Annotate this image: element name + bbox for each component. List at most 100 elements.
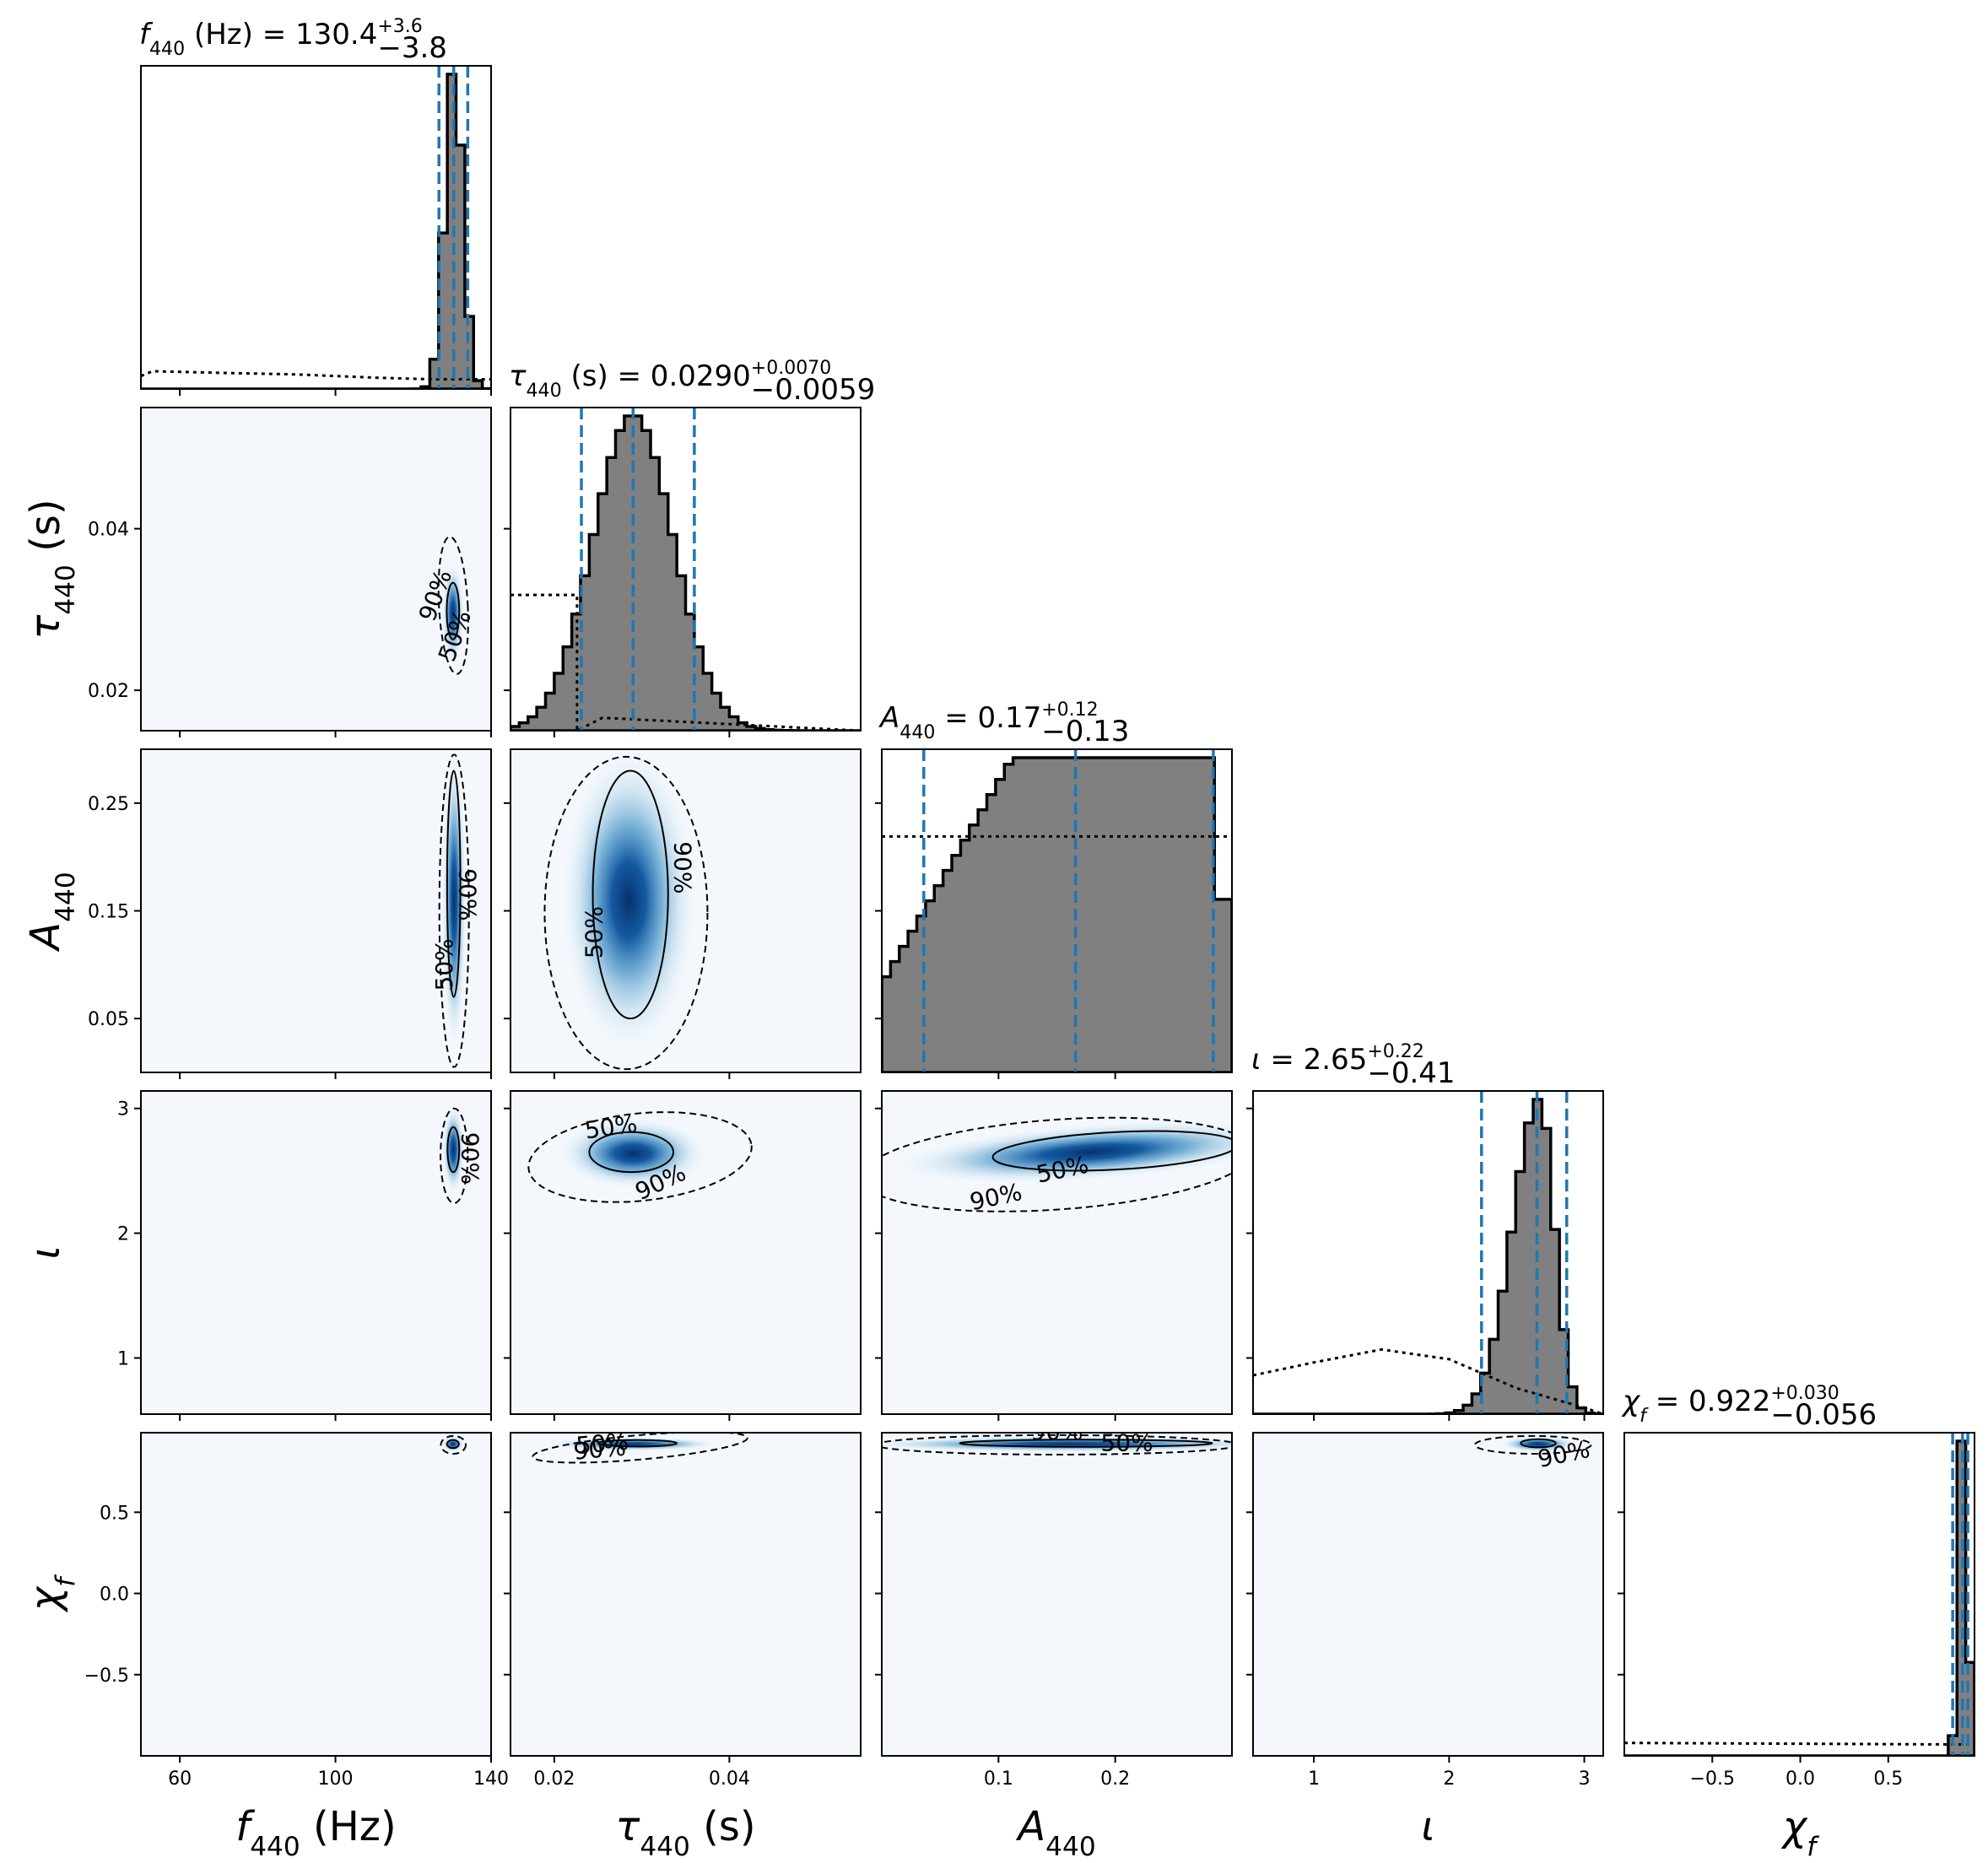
contour-label: 90% [668,841,696,894]
contour-label: 90% [572,1434,627,1466]
density-background [511,1433,861,1756]
x-tick-label: 140 [473,1768,509,1790]
y-tick-label: −0.5 [84,1666,129,1687]
contour-label: 50% [430,938,458,991]
panel-frame [510,1090,862,1415]
prior-histogram [1624,1742,1974,1747]
y-tick-label: 0.0 [100,1585,129,1606]
subscript: 440 [149,38,185,60]
title-value: (s) = 0.0290 [562,359,751,393]
density-background [141,749,491,1072]
title-plus: +3.6 [377,16,422,37]
contour-50 [446,1126,461,1174]
panel-title: τ440 (s) = 0.0290+0.0070 [509,358,831,402]
y-axis-label-A440: A440 [22,872,81,952]
x-tick-label: 2 [1443,1768,1455,1790]
contour-90 [440,1434,467,1455]
symbol: τ [615,1803,640,1850]
y-tick-label: 2 [117,1224,129,1245]
subscript: 440 [250,1832,300,1862]
subscript: 440 [51,872,81,922]
title-plus: +0.22 [1367,1041,1423,1062]
y-tick-label: 0.5 [100,1503,129,1524]
y-tick-label: 0.02 [88,681,129,702]
x-tick-label: 3 [1579,1768,1591,1790]
title-value: = 2.65 [1261,1043,1368,1077]
panel-title: ι = 2.65+0.22 [1251,1041,1424,1077]
panel-iota-iota: ι = 2.65+0.22−0.41 [1246,1041,1604,1421]
contour-90 [1473,1434,1592,1455]
title-value: = 0.17 [935,701,1041,735]
subscript: 440 [51,564,81,615]
symbol: χ [22,1585,69,1613]
panel-A440-A440: A440 = 0.17+0.12−0.13 [875,699,1233,1079]
x-tick-label: 0.04 [709,1768,750,1790]
title-value: = 0.922 [1646,1385,1770,1418]
contour-50 [446,1439,460,1450]
panel-chif-tau440: 50%90%0.02 0.04 [504,1432,862,1790]
subscript: f [1807,1832,1819,1862]
density-background [141,408,491,731]
y-tick-label: 0.05 [88,1009,129,1030]
title-plus: +0.12 [1041,699,1098,721]
panel-f440-f440: f440 (Hz) = 130.4+3.6−3.8 [139,16,492,396]
symbol: χ [1780,1803,1808,1850]
subscript: 440 [526,380,561,402]
subscript: 440 [640,1832,690,1862]
panel-A440-tau440: 50% 90% [504,748,862,1079]
x-axis-label-A440: A440 [1015,1803,1095,1862]
y-axis-label-chif: χf [22,1574,81,1613]
symbol: A [22,922,69,953]
panel-iota-tau440: 50%90% [504,1090,862,1421]
symbol: τ [509,359,527,393]
panel-tau440-tau440: τ440 (s) = 0.0290+0.0070−0.0059 [504,358,875,737]
panel-chif-chif: χf = 0.922+0.030−0.056 −0.5 0.0 0.5 [1618,1383,1975,1790]
posterior-histogram [511,414,861,731]
contour-90 [543,755,709,1071]
unit: (Hz) [300,1803,397,1850]
title-minus: −0.41 [1367,1056,1455,1090]
contour-90 [438,753,470,1068]
x-tick-label: 0.1 [984,1768,1013,1790]
panel-tau440-f440: 50%90%0.020.04 [88,407,492,737]
panel-chif-A440: 50%90%0.1 0.2 [875,1432,1233,1790]
x-tick-label: 0.0 [1785,1768,1815,1790]
y-tick-label: 0.25 [88,794,129,815]
x-axis-label-tau440: τ440 (s) [615,1803,755,1862]
panel-frame [140,1090,492,1415]
x-tick-label: 1 [1308,1768,1320,1790]
panel-chif-f440: 60 100 140 −0.5 0.0 0.5 [84,1432,509,1790]
symbol: A [878,701,899,735]
density-blob [561,749,696,1051]
contour-50 [1520,1438,1557,1449]
x-axis-label-f440: f440 (Hz) [235,1803,396,1862]
unit: (s) [22,499,69,564]
x-tick-label: −0.5 [1690,1768,1735,1790]
contour-50 [959,1439,1213,1448]
density-background [141,1433,491,1756]
y-tick-label: 1 [117,1348,129,1369]
symbol: ι [1251,1043,1261,1077]
density-background [882,1433,1232,1756]
posterior-histogram [882,756,1232,1072]
x-axis-label-chif: χf [1780,1803,1819,1862]
contour-50 [446,770,462,998]
panel-frame [1623,1432,1975,1757]
y-tick-label: 0.04 [88,520,129,541]
contour-90 [440,1107,469,1205]
y-tick-label: 3 [117,1099,129,1120]
unit: (s) [690,1803,756,1850]
contour-label: 90% [456,1132,483,1185]
contour-90 [527,1111,753,1203]
symbol: ι [22,1245,69,1259]
density-blob [441,1436,464,1452]
x-axis-label-iota: ι [1421,1803,1434,1850]
density-blob [442,1105,465,1194]
x-tick-label: 0.02 [533,1768,575,1790]
title-minus: −0.056 [1770,1398,1877,1432]
title-plus: +0.030 [1770,1383,1839,1404]
panel-title: A440 = 0.17+0.12 [878,699,1099,743]
posterior-histogram [1253,1098,1603,1414]
panel-iota-f440: 90% 1 2 3 [117,1090,492,1421]
